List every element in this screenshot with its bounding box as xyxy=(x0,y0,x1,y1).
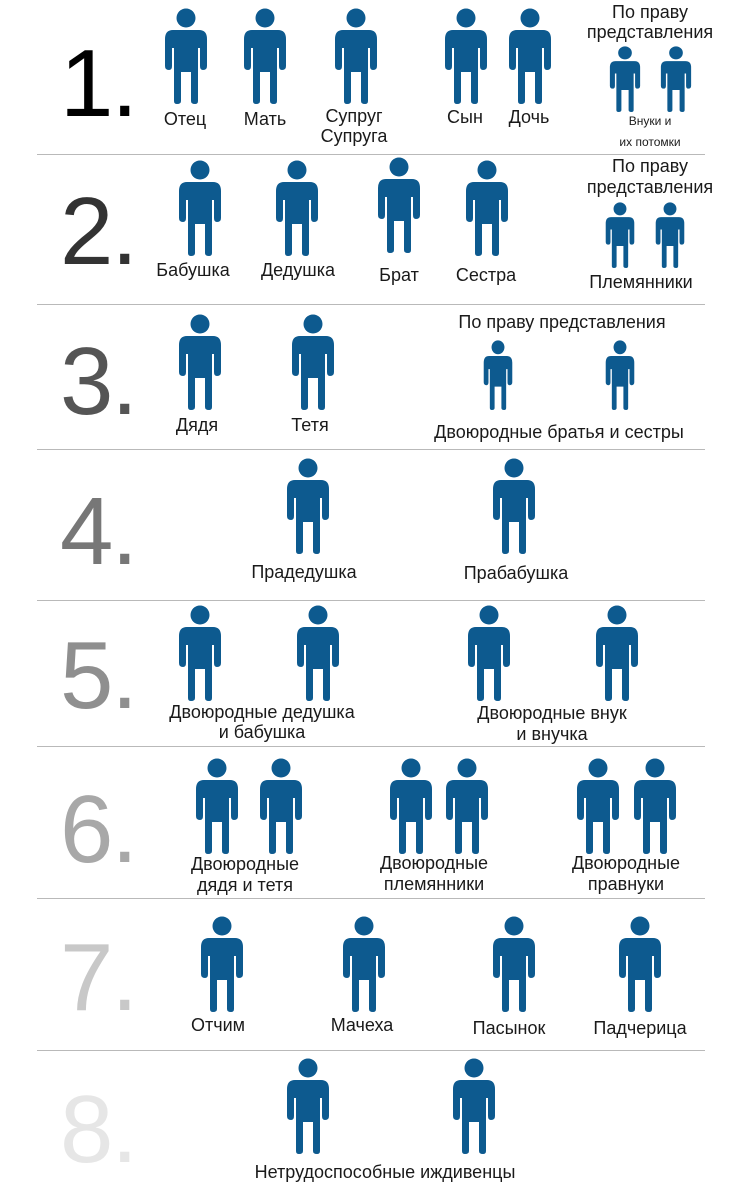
relative-label: Прабабушка xyxy=(463,563,569,583)
divider xyxy=(37,746,705,747)
representation-title: представления xyxy=(586,177,714,197)
relative-label: Двоюродные xyxy=(571,853,681,873)
person-icon xyxy=(442,758,492,854)
group-number: 1. xyxy=(60,30,138,137)
person-icon xyxy=(197,916,247,1012)
relative-label: Сестра xyxy=(455,265,517,285)
relative-label: племянники xyxy=(383,874,485,894)
representation-label: Двоюродные братья и сестры xyxy=(434,422,684,442)
person-icon xyxy=(481,340,515,410)
person-icon xyxy=(339,916,389,1012)
relative-label: Отец xyxy=(163,109,207,129)
divider xyxy=(37,1050,705,1051)
person-icon xyxy=(573,758,623,854)
person-icon xyxy=(175,605,225,701)
person-icon xyxy=(175,160,225,256)
relative-label: дядя и тетя xyxy=(196,875,294,895)
relative-label: Супруга xyxy=(320,126,388,146)
person-icon xyxy=(293,605,343,701)
person-icon xyxy=(331,8,381,104)
person-icon xyxy=(615,916,665,1012)
relative-label: Бабушка xyxy=(156,260,230,280)
representation-title: представления xyxy=(586,22,714,42)
relative-label: Тетя xyxy=(291,415,329,435)
group-number: 2. xyxy=(60,178,138,285)
relative-label: и внучка xyxy=(516,724,588,744)
divider xyxy=(37,449,705,450)
person-icon xyxy=(607,46,643,112)
person-icon xyxy=(592,605,642,701)
person-icon xyxy=(441,8,491,104)
person-icon xyxy=(386,758,436,854)
relative-label: Двоюродные внук xyxy=(477,703,627,723)
group-number: 6. xyxy=(60,776,138,883)
relative-label: Мачеха xyxy=(330,1015,394,1035)
relative-label: Дядя xyxy=(175,415,219,435)
person-icon xyxy=(505,8,555,104)
representation-title: По праву xyxy=(612,2,688,22)
representation-note: их потомки xyxy=(619,135,681,149)
person-icon xyxy=(658,46,694,112)
relative-label: Нетрудоспособные иждивенцы xyxy=(254,1162,516,1182)
person-icon xyxy=(283,458,333,554)
relative-label: Дедушка xyxy=(260,260,336,280)
person-icon xyxy=(630,758,680,854)
person-icon xyxy=(175,314,225,410)
person-icon xyxy=(272,160,322,256)
relative-label: Двоюродные xyxy=(190,854,300,874)
representation-note: Внуки и xyxy=(628,114,672,128)
relative-label: Мать xyxy=(243,109,287,129)
person-icon xyxy=(489,916,539,1012)
relative-label: и бабушка xyxy=(218,722,306,742)
person-icon xyxy=(161,8,211,104)
divider xyxy=(37,898,705,899)
group-number: 7. xyxy=(60,924,138,1031)
relative-label: Дочь xyxy=(508,107,550,127)
group-number: 4. xyxy=(60,478,138,585)
representation-title: По праву xyxy=(612,156,688,176)
person-icon xyxy=(603,340,637,410)
person-icon xyxy=(449,1058,499,1154)
person-icon xyxy=(283,1058,333,1154)
person-icon xyxy=(240,8,290,104)
relative-label: Падчерица xyxy=(593,1018,687,1038)
divider xyxy=(37,154,705,155)
relative-label: Двоюродные xyxy=(379,853,489,873)
relative-label: Супруг xyxy=(325,106,383,126)
representation-title: По праву представления xyxy=(458,312,666,332)
person-icon xyxy=(603,202,637,268)
group-number: 8. xyxy=(60,1076,138,1183)
relative-label: Брат xyxy=(379,265,419,285)
relative-label: Прадедушка xyxy=(251,562,357,582)
group-number: 3. xyxy=(60,328,138,435)
representation-label: Племянники xyxy=(589,272,693,292)
relative-label: Двоюродные дедушка xyxy=(169,702,355,722)
person-icon xyxy=(653,202,687,268)
person-icon xyxy=(256,758,306,854)
divider xyxy=(37,304,705,305)
person-icon xyxy=(489,458,539,554)
person-icon xyxy=(374,157,424,253)
person-icon xyxy=(462,160,512,256)
relative-label: Отчим xyxy=(190,1015,246,1035)
person-icon xyxy=(192,758,242,854)
person-icon xyxy=(288,314,338,410)
person-icon xyxy=(464,605,514,701)
relative-label: Пасынок xyxy=(472,1018,546,1038)
divider xyxy=(37,600,705,601)
relative-label: Сын xyxy=(447,107,483,127)
group-number: 5. xyxy=(60,622,138,729)
relative-label: правнуки xyxy=(587,874,665,894)
